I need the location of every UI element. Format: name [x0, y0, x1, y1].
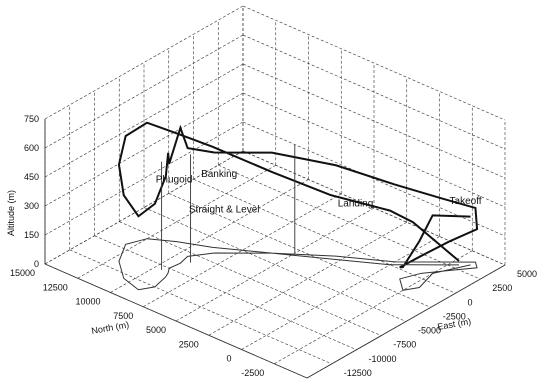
- x-tick-label: 15000: [10, 268, 35, 278]
- y-tick-label: -5000: [418, 326, 441, 336]
- wall-grid-line: [242, 34, 506, 150]
- z-axis-label: Altitude (m): [6, 190, 16, 236]
- y-tick-label: 5000: [517, 269, 537, 279]
- x-tick-label: 10000: [75, 297, 100, 307]
- floor-grid-line: [143, 193, 342, 308]
- wall-grid-line: [242, 150, 506, 266]
- annotation-label: Phugoid: [156, 174, 193, 185]
- annotation-label: Straight & Level: [189, 205, 260, 216]
- wall-grid-line: [44, 150, 244, 265]
- z-tick-label: 0: [34, 259, 39, 269]
- y-tick-label: 2500: [492, 283, 512, 293]
- x-tick-label: -2500: [241, 368, 264, 378]
- floor-grid-line: [94, 235, 357, 351]
- annotations: Phugoid Banking Landing Takeoff Straight & L…: [156, 169, 482, 216]
- y-tick-label: -12500: [344, 368, 372, 378]
- wall-grid-line: [44, 121, 244, 236]
- floor-grid-line: [119, 221, 382, 336]
- x-tick-label: 0: [226, 354, 231, 364]
- annotation-label: Takeoff: [450, 196, 482, 207]
- floor-grid-line: [77, 164, 276, 279]
- z-tick-label: 150: [24, 230, 39, 240]
- wall-grid-line: [44, 63, 244, 178]
- y-axis-line: [306, 264, 506, 379]
- wall-grid-line: [242, 63, 506, 179]
- y-tick-label: -7500: [393, 340, 416, 350]
- wall-grid-line: [44, 34, 244, 149]
- y-tick-label: 0: [468, 297, 473, 307]
- floor-grid-line: [193, 178, 456, 294]
- x-tick-label: 2500: [179, 339, 199, 349]
- y-tick-label: -10000: [369, 354, 397, 364]
- z-tick-label: 600: [24, 143, 39, 153]
- x-tick-label: 7500: [113, 311, 133, 321]
- y-tick-label: -2500: [443, 311, 466, 321]
- wall-grid-line: [44, 92, 244, 207]
- tick-labels: 0 150 300 450 600 750 15000 12500 10000 7500 5000 2…: [10, 114, 537, 387]
- z-tick-label: 750: [24, 114, 39, 124]
- floor-grid-line: [208, 221, 407, 336]
- annotation-label: Banking: [201, 169, 237, 180]
- floor-grid-line: [274, 250, 473, 365]
- flight-path-line: [117, 121, 479, 269]
- z-tick-label: 300: [24, 201, 39, 211]
- floor-grid-line: [69, 249, 332, 365]
- wall-grid-line: [242, 92, 506, 208]
- ground-track-line: [118, 238, 478, 291]
- floor-grid-line: [110, 179, 309, 293]
- x-tick-label: 12500: [43, 282, 68, 292]
- wall-grid-line: [242, 121, 506, 237]
- annotation-label: Landing: [338, 199, 374, 210]
- floor-grid-line: [168, 193, 431, 308]
- floor-grid-line: [241, 236, 440, 350]
- z-tick-label: 450: [24, 172, 39, 182]
- x-axis-label: North (m): [91, 320, 130, 336]
- x-tick-label: 5000: [146, 325, 166, 335]
- wall-grid-line: [242, 5, 506, 121]
- floor-grid-line: [175, 207, 375, 322]
- wall-grid-line: [44, 5, 244, 120]
- floor-grid-line: [218, 164, 481, 280]
- x-axis-line: [44, 263, 308, 379]
- floor-grid-line: [143, 207, 407, 322]
- flight-path: [117, 121, 479, 291]
